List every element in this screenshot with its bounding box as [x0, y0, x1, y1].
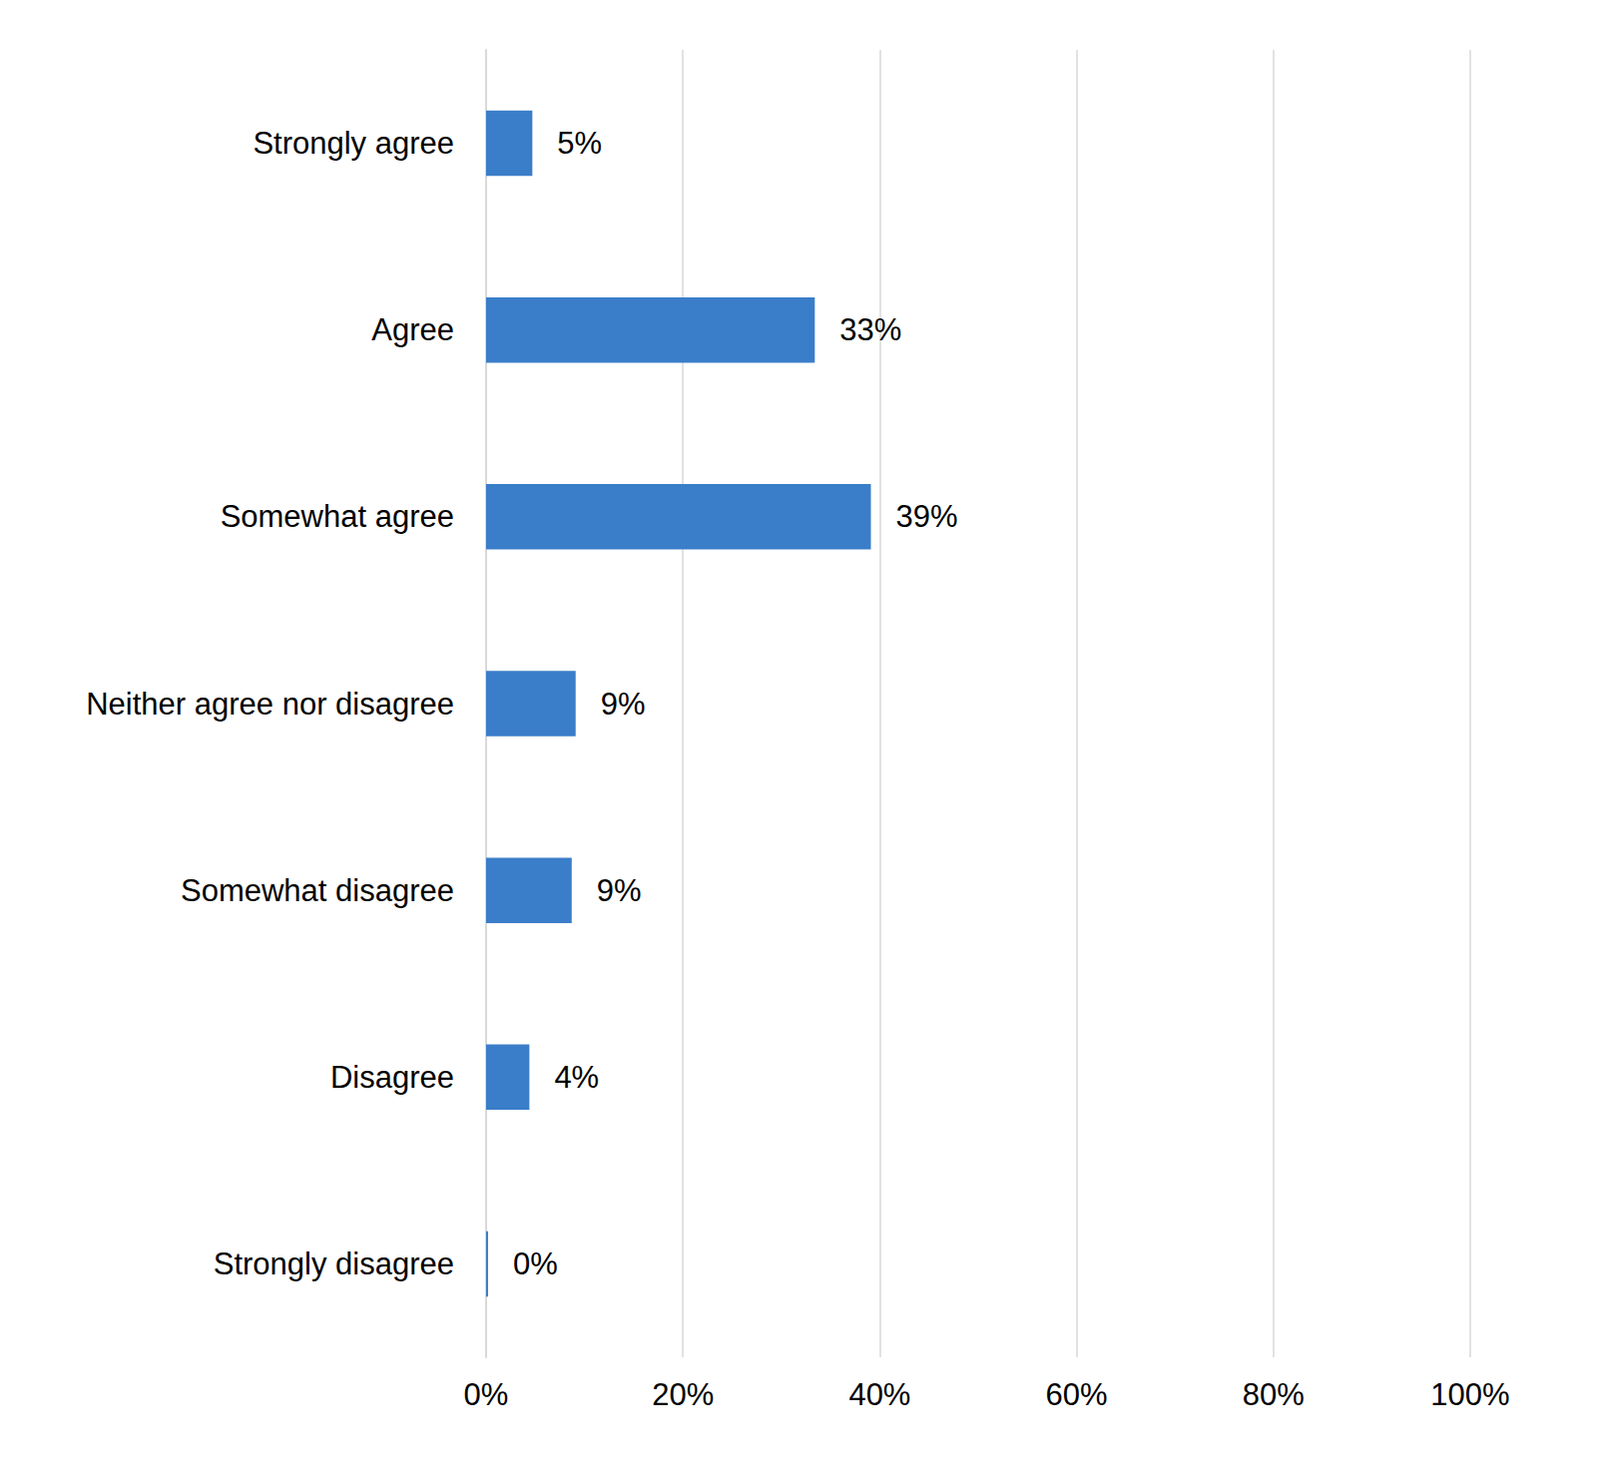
svg-text:5%: 5%	[556, 125, 602, 161]
svg-text:4%: 4%	[553, 1060, 599, 1095]
svg-text:0%: 0%	[464, 1377, 510, 1413]
svg-text:40%: 40%	[848, 1377, 911, 1413]
svg-text:9%: 9%	[600, 686, 646, 722]
svg-text:60%: 60%	[1046, 1377, 1108, 1413]
svg-text:33%: 33%	[839, 312, 902, 348]
svg-text:Strongly disagree: Strongly disagree	[213, 1246, 455, 1282]
svg-text:39%: 39%	[896, 499, 959, 534]
svg-text:Agree: Agree	[371, 312, 455, 348]
svg-text:100%: 100%	[1430, 1377, 1510, 1413]
svg-text:Disagree: Disagree	[330, 1060, 455, 1095]
svg-text:Strongly agree: Strongly agree	[252, 125, 455, 161]
svg-text:20%: 20%	[651, 1377, 714, 1413]
svg-text:Neither agree nor disagree: Neither agree nor disagree	[85, 686, 455, 722]
svg-text:Somewhat disagree: Somewhat disagree	[180, 873, 455, 909]
svg-text:9%: 9%	[596, 873, 642, 909]
svg-text:Somewhat agree: Somewhat agree	[220, 499, 455, 534]
svg-text:80%: 80%	[1242, 1377, 1305, 1413]
svg-text:0%: 0%	[513, 1246, 558, 1282]
